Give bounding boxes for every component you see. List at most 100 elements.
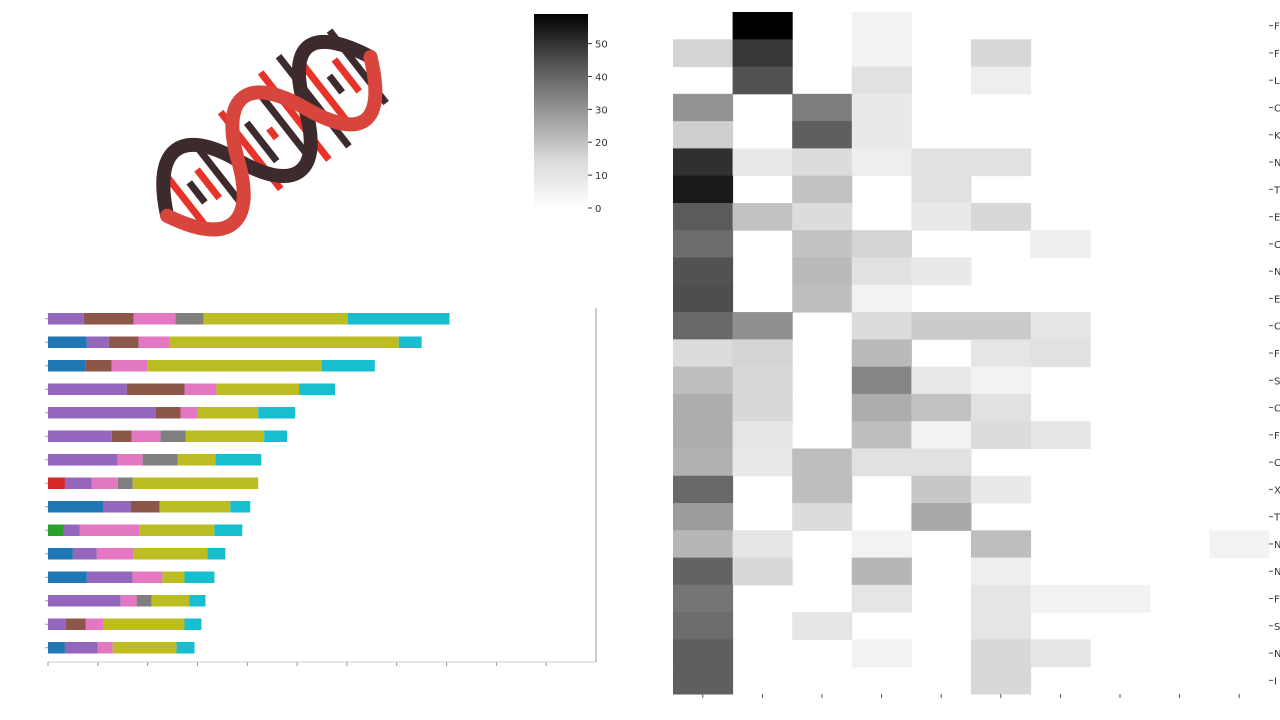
heatmap-cell xyxy=(792,121,853,149)
heatmap-cell xyxy=(851,421,912,449)
bar-segment xyxy=(230,501,251,513)
dna-rung xyxy=(275,54,352,149)
heatmap-cell xyxy=(851,284,912,313)
heatmap-cell xyxy=(851,393,912,422)
heatmap-cell xyxy=(971,475,1032,504)
row-label: N xyxy=(1274,567,1280,578)
heatmap-cell xyxy=(911,421,972,449)
row-label: C xyxy=(1274,103,1280,114)
colorbar-tick-label: 30 xyxy=(595,105,608,116)
bar-segment xyxy=(111,360,148,372)
heatmap-cell xyxy=(851,230,912,259)
bar-segment xyxy=(48,407,156,419)
row-label: F xyxy=(1274,49,1280,60)
row-label: E xyxy=(1274,213,1280,224)
dna-rung xyxy=(331,57,363,94)
heatmap-cell xyxy=(971,312,1032,340)
heatmap-cell xyxy=(792,448,853,477)
heatmap-cell xyxy=(971,202,1032,231)
heatmap-cell xyxy=(911,448,972,477)
heatmap-cell xyxy=(673,284,734,313)
heatmap-cell xyxy=(792,475,853,504)
heatmap-cell xyxy=(851,148,912,177)
heatmap-colorbar: 0 10 20 30 40 50 xyxy=(534,14,608,215)
bar-segment xyxy=(111,430,132,442)
dna-strand-back xyxy=(156,34,378,223)
bar-segment xyxy=(48,501,104,513)
heatmap-cell xyxy=(911,202,972,231)
bar-segment xyxy=(139,524,215,536)
heatmap-cell xyxy=(792,148,853,177)
heatmap-cell xyxy=(1030,584,1091,613)
heatmap-cell xyxy=(851,121,912,149)
bar-segment xyxy=(185,430,265,442)
row-label: T xyxy=(1273,513,1280,524)
heatmap-cell xyxy=(792,175,853,204)
heatmap-cell xyxy=(1209,530,1270,559)
bar-segment xyxy=(48,383,127,395)
heatmap-cell xyxy=(673,257,734,286)
bar-segment xyxy=(207,548,226,560)
heatmap-cell xyxy=(673,366,734,395)
bar-segment xyxy=(216,383,300,395)
heatmap-cell xyxy=(1090,584,1151,613)
heatmap-cell xyxy=(851,12,912,40)
bar-segment xyxy=(48,430,112,442)
heatmap-cell xyxy=(851,257,912,286)
row-label: L xyxy=(1274,76,1280,87)
bar-segment xyxy=(85,618,104,630)
heatmap-cell xyxy=(1030,312,1091,340)
bar-segment xyxy=(264,430,288,442)
heatmap-cell xyxy=(851,557,912,586)
heatmap-chart: F F L C K N T E C N E C F S C F C X T N N F S N I xyxy=(673,12,1280,698)
heatmap-cell xyxy=(971,339,1032,368)
bar-segment xyxy=(86,336,109,348)
row-label: S xyxy=(1274,376,1280,387)
heatmap-cell xyxy=(911,257,972,286)
bar-segment xyxy=(79,524,140,536)
bar-segment xyxy=(160,430,186,442)
bar-segment xyxy=(130,501,160,513)
heatmap-cell xyxy=(673,421,734,449)
bar-segment xyxy=(91,477,118,489)
heatmap-cell xyxy=(732,530,793,559)
heatmap-cell xyxy=(673,557,734,586)
heatmap-cell xyxy=(673,612,734,640)
row-label: F xyxy=(1274,431,1280,442)
dna-rung xyxy=(298,60,352,126)
bar-segment xyxy=(177,454,216,466)
bar-segment xyxy=(48,618,66,630)
heatmap-cell xyxy=(673,448,734,477)
heatmap-cell xyxy=(673,93,734,122)
heatmap-cell xyxy=(673,230,734,259)
bar-segment xyxy=(96,548,134,560)
bar-segment xyxy=(48,642,65,654)
bar-segment xyxy=(85,360,112,372)
dna-double-helix-icon xyxy=(156,28,389,237)
bar-segment xyxy=(97,642,113,654)
heatmap-cell xyxy=(911,175,972,204)
heatmap-cell xyxy=(732,366,793,395)
colorbar-tick-label: 20 xyxy=(595,138,608,149)
heatmap-cell xyxy=(971,612,1032,640)
bar-segment xyxy=(64,477,92,489)
dna-rung xyxy=(259,94,309,155)
heatmap-cell xyxy=(732,448,793,477)
heatmap-cell xyxy=(673,584,734,613)
dna-rung xyxy=(266,126,280,141)
dna-rung xyxy=(186,180,208,205)
heatmap-cell xyxy=(971,557,1032,586)
row-label: N xyxy=(1274,540,1280,551)
bar-segment xyxy=(214,524,243,536)
bar-segment xyxy=(176,642,195,654)
bar-segment xyxy=(162,571,185,583)
heatmap-cell xyxy=(851,93,912,122)
bar-segment xyxy=(203,313,348,325)
heatmap-cell xyxy=(911,312,972,340)
heatmap-cell xyxy=(1030,639,1091,668)
heatmap-cell xyxy=(673,639,734,668)
heatmap-cell xyxy=(851,339,912,368)
heatmap-cell xyxy=(971,530,1032,559)
dna-rung xyxy=(194,167,223,201)
heatmap-cell xyxy=(732,39,793,68)
